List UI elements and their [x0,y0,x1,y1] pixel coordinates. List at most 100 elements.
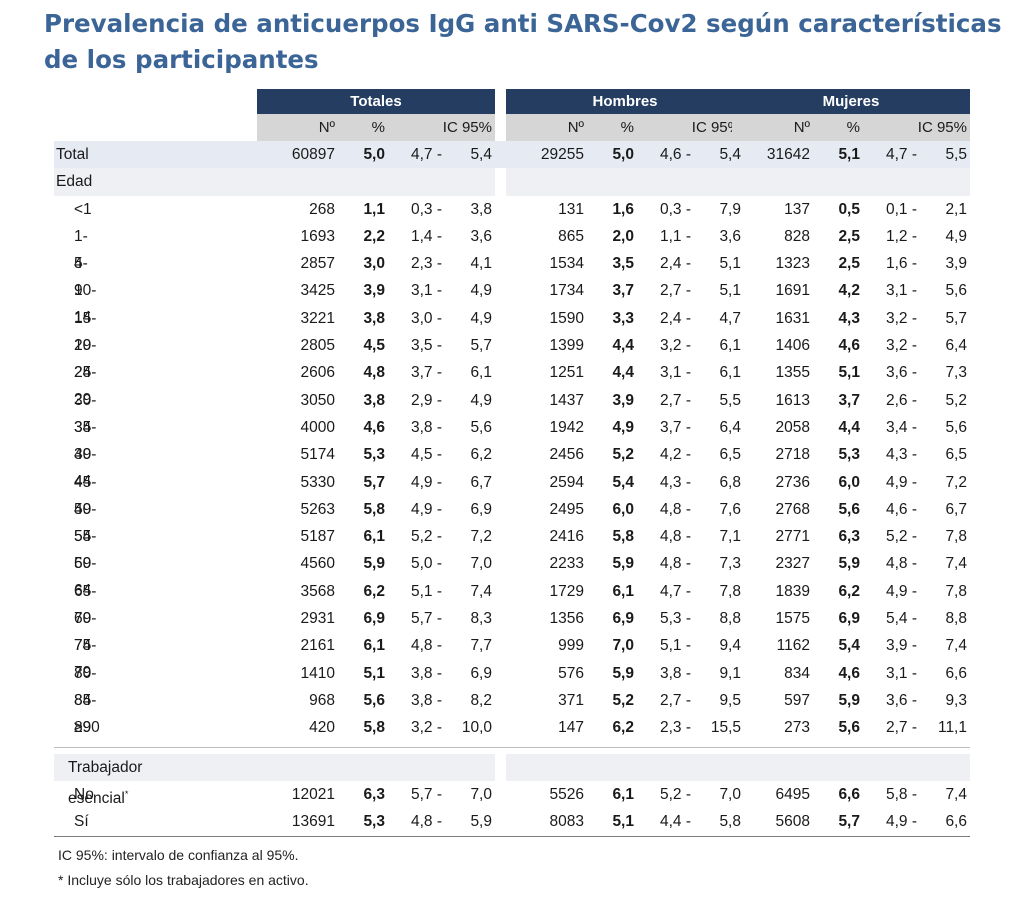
page-title: Prevalencia de anticuerpos IgG anti SARS… [44,9,1002,74]
ci-high-cell: 5,8 [719,813,741,831]
count-cell: 834 [784,664,810,682]
ci-low-cell: 4,3 - [885,446,917,464]
percent-cell: 6,9 [363,610,385,628]
percent-cell: 5,4 [838,637,860,655]
count-cell: 4560 [300,555,335,573]
ci-low-cell: 5,2 - [885,528,917,546]
percent-cell: 5,9 [612,555,634,573]
percent-cell: 5,9 [838,691,860,709]
ci-high-cell: 5,7 [945,309,967,327]
percent-cell: 3,5 [612,255,634,273]
ci-low-cell: 5,8 - [885,785,917,803]
subheader-bg-0 [257,114,495,141]
count-cell: 5526 [549,785,584,803]
ci-low-cell: 5,2 - [659,785,691,803]
ci-high-cell: 7,4 [945,555,967,573]
ci-high-cell: 7,0 [719,785,741,803]
row-label: <1 [74,200,92,218]
ci-low-cell: 4,4 - [659,813,691,831]
ci-high-cell: 4,9 [470,282,492,300]
row-highlight [54,141,970,169]
count-cell: 1942 [549,418,584,436]
ci-low-cell: 3,6 - [885,691,917,709]
count-cell: 2771 [775,528,810,546]
ci-high-cell: 7,2 [945,473,967,491]
ci-high-cell: 5,9 [470,813,492,831]
percent-cell: 4,4 [838,418,860,436]
count-cell: 147 [558,719,584,737]
count-cell: 6495 [775,785,810,803]
ci-high-cell: 6,7 [470,473,492,491]
ci-high-cell: 8,2 [470,691,492,709]
ci-low-cell: 4,8 - [410,813,442,831]
percent-cell: 6,9 [612,610,634,628]
ci-low-cell: 3,2 - [659,337,691,355]
percent-cell: 2,5 [838,227,860,245]
percent-cell: 6,2 [363,582,385,600]
count-cell: 1590 [549,309,584,327]
percent-cell: 6,1 [363,528,385,546]
percent-cell: 5,7 [363,473,385,491]
ci-low-cell: 3,7 - [659,418,691,436]
percent-cell: 7,0 [612,637,634,655]
count-cell: 2416 [549,528,584,546]
subheader-1-1: % [620,119,634,136]
ci-low-cell: 3,9 - [885,637,917,655]
ci-high-cell: 6,9 [470,664,492,682]
ci-high-cell: 5,4 [470,146,492,163]
ci-high-cell: 7,8 [719,582,741,600]
ci-high-cell: 7,9 [719,200,741,218]
count-cell: 60897 [291,146,335,163]
percent-cell: 6,2 [612,719,634,737]
ci-low-cell: 5,1 - [410,582,442,600]
ci-low-cell: 2,7 - [659,691,691,709]
row-label: 30-34 [74,391,97,436]
percent-cell: 6,1 [363,637,385,655]
ci-high-cell: 9,4 [719,637,741,655]
count-cell: 3425 [300,282,335,300]
count-cell: 2058 [775,418,810,436]
count-cell: 137 [784,200,810,218]
ci-high-cell: 7,0 [470,555,492,573]
count-cell: 3050 [300,391,335,409]
row-label: 35-39 [74,418,97,463]
count-cell: 1839 [775,582,810,600]
ci-high-cell: 7,0 [470,785,492,803]
ci-high-cell: 5,6 [945,282,967,300]
percent-cell: 6,1 [612,582,634,600]
percent-cell: 3,7 [838,391,860,409]
percent-cell: 4,6 [363,418,385,436]
count-cell: 5263 [300,500,335,518]
ci-low-cell: 3,1 - [410,282,442,300]
count-cell: 1534 [549,255,584,273]
ci-high-cell: 5,6 [470,418,492,436]
percent-cell: 5,3 [363,813,385,831]
percent-cell: 5,1 [838,146,860,163]
ci-low-cell: 2,6 - [885,391,917,409]
count-cell: 1410 [300,664,335,682]
ci-low-cell: 4,8 - [659,500,691,518]
percent-cell: 3,8 [363,309,385,327]
ci-high-cell: 3,6 [470,227,492,245]
row-label: 85-89 [74,691,97,736]
count-cell: 29255 [540,146,584,163]
subheader-0-0: Nº [318,119,335,136]
count-cell: 5608 [775,813,810,831]
ci-high-cell: 6,5 [945,446,967,464]
ci-high-cell: 9,1 [719,664,741,682]
ci-low-cell: 4,9 - [885,813,917,831]
ci-high-cell: 7,2 [470,528,492,546]
ci-low-cell: 1,6 - [885,255,917,273]
ci-low-cell: 1,2 - [885,227,917,245]
row-label: 50-54 [74,500,97,545]
percent-cell: 1,6 [612,200,634,218]
subheader-2-0: Nº [793,119,810,136]
percent-cell: 5,6 [838,719,860,737]
ci-high-cell: 5,6 [945,418,967,436]
group-header-2: Mujeres [732,89,970,114]
ci-high-cell: 6,9 [470,500,492,518]
ci-low-cell: 2,4 - [659,309,691,327]
section-edad-text: Edad [56,173,93,191]
ci-low-cell: 3,6 - [885,364,917,382]
count-cell: 2456 [549,446,584,464]
